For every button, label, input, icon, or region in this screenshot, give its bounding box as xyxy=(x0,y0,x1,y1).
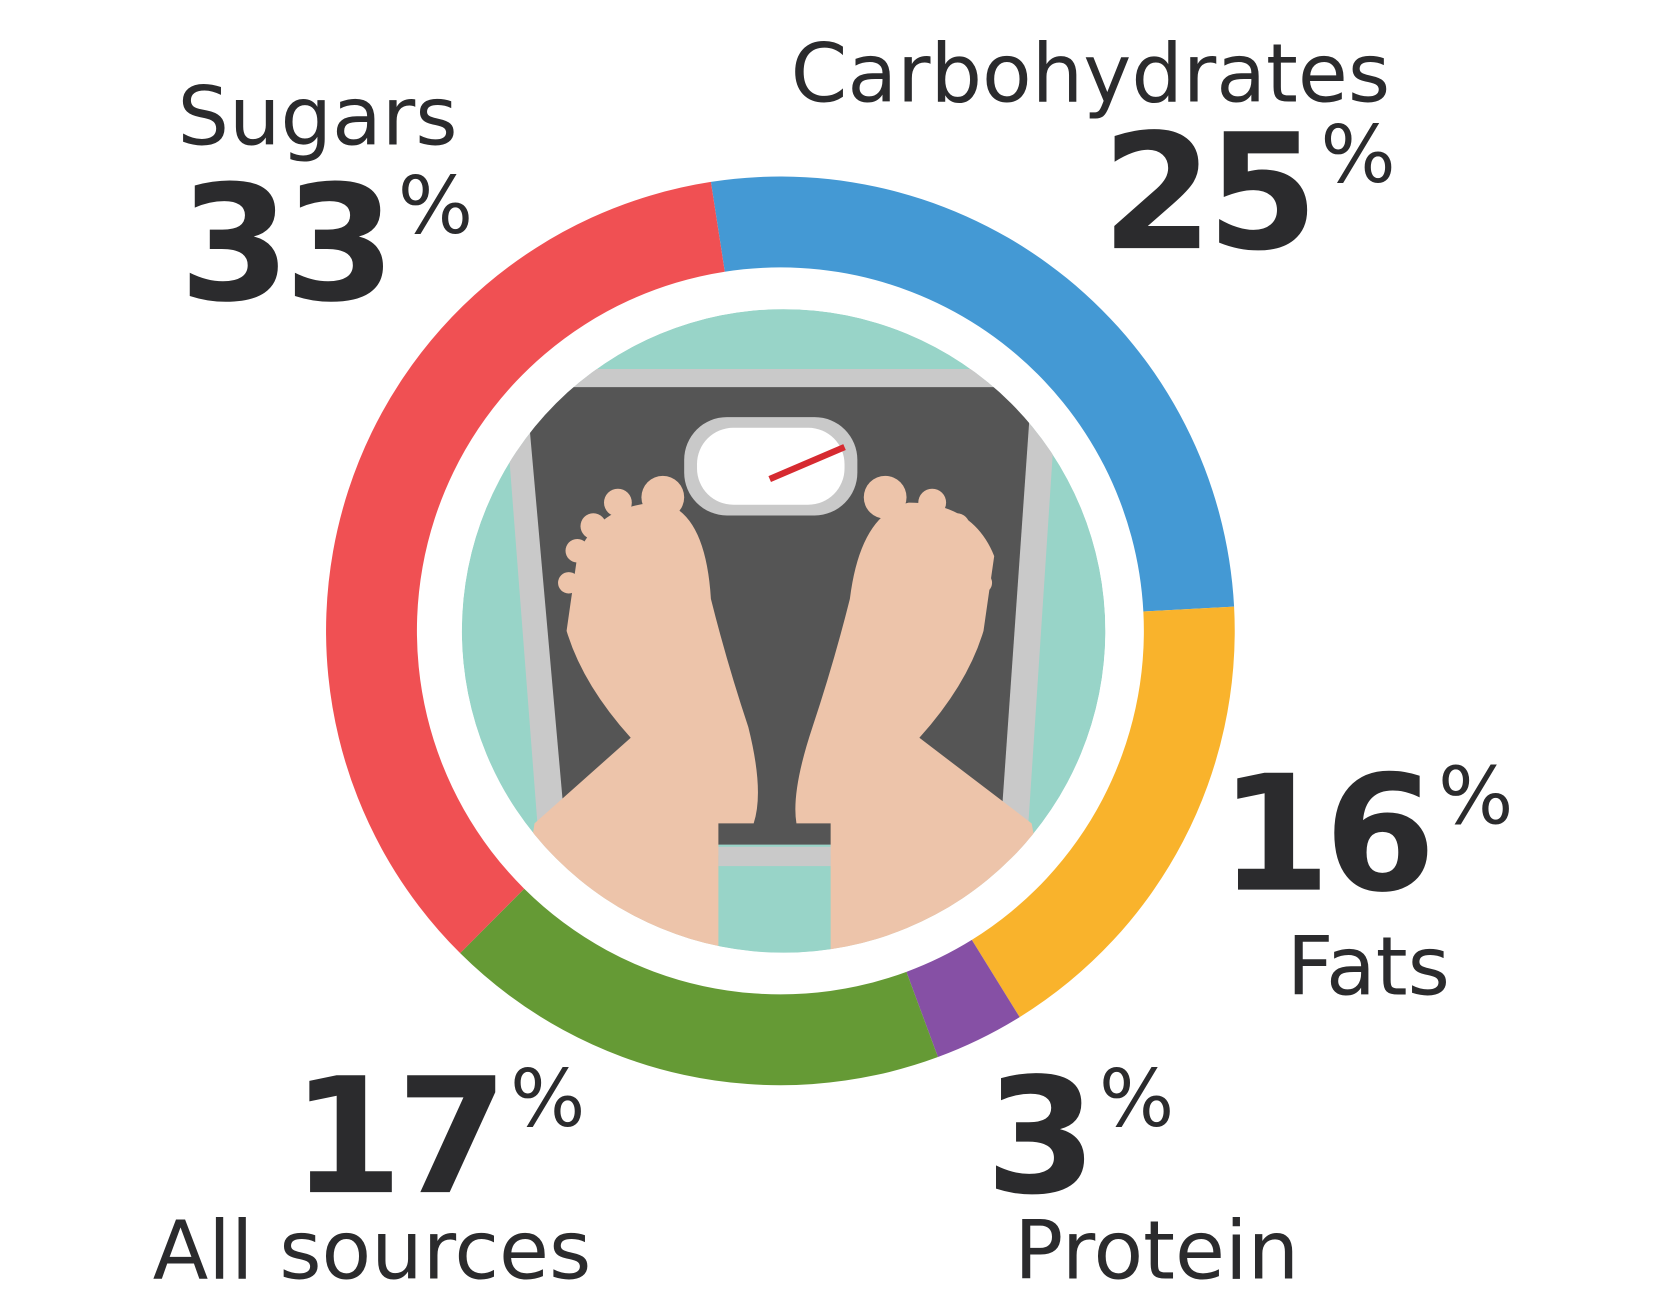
category-label: Sugars xyxy=(177,70,457,164)
value-label: 25% xyxy=(1102,99,1396,286)
donut-segment xyxy=(326,181,725,954)
illustration xyxy=(461,309,1106,953)
value-label: 17% xyxy=(291,1043,585,1230)
donut-ring xyxy=(326,176,1235,1086)
value-label: 16% xyxy=(1219,741,1513,928)
value-label: 33% xyxy=(179,150,473,337)
donut-segment xyxy=(971,606,1235,1018)
donut-segment xyxy=(460,888,938,1086)
category-label: Protein xyxy=(1014,1205,1299,1296)
donut-segment xyxy=(710,176,1235,612)
donut-segment xyxy=(906,939,1020,1058)
value-label: 3% xyxy=(985,1043,1174,1230)
category-label: Fats xyxy=(1287,920,1450,1014)
category-label: Carbohydrates xyxy=(791,28,1391,122)
category-label: All sources xyxy=(153,1205,592,1296)
